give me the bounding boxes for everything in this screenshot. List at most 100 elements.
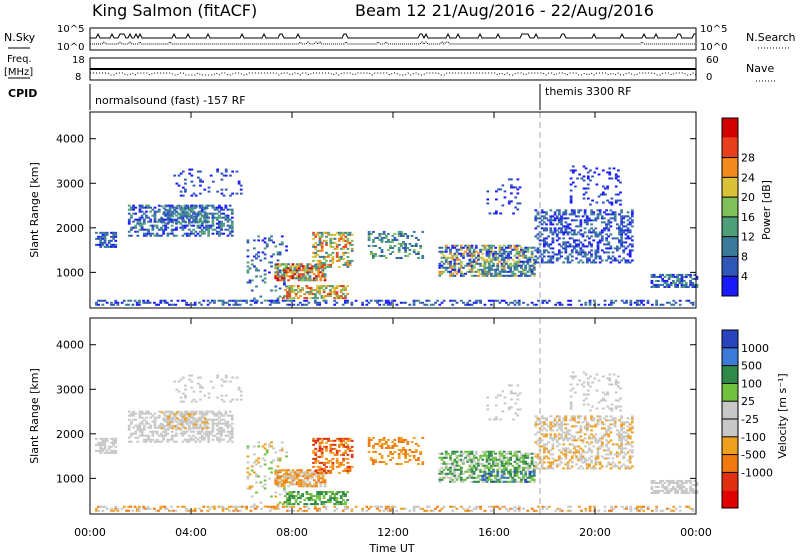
- power-cell: [680, 281, 684, 284]
- velocity-cell: [346, 447, 350, 450]
- power-cell: [612, 167, 616, 170]
- power-cell: [346, 239, 350, 242]
- power-cell: [511, 272, 515, 275]
- power-cell: [245, 301, 249, 304]
- power-cell: [570, 213, 574, 216]
- velocity-cell: [449, 468, 452, 471]
- power-cell: [468, 303, 472, 306]
- velocity-cell: [130, 434, 133, 437]
- noise-traces: [90, 32, 696, 45]
- power-cell: [180, 299, 184, 302]
- velocity-cell: [486, 408, 490, 411]
- power-cell: [125, 303, 128, 306]
- velocity-cell: [132, 426, 135, 429]
- velocity-cell: [307, 493, 311, 496]
- velocity-cell: [326, 501, 330, 504]
- power-cell: [522, 301, 525, 304]
- power-cell: [462, 246, 465, 249]
- power-cell: [291, 269, 295, 272]
- velocity-cell: [321, 469, 325, 472]
- power-cell: [378, 238, 382, 241]
- power-cell: [597, 173, 601, 176]
- power-cell: [489, 250, 493, 253]
- power-cell: [620, 219, 623, 222]
- power-cell: [97, 237, 100, 240]
- power-cell: [536, 217, 540, 220]
- velocity-cell: [181, 392, 185, 395]
- velocity-cell: [323, 473, 327, 476]
- power-cell: [613, 259, 617, 262]
- velocity-cell: [302, 485, 305, 488]
- velocity-cell: [335, 461, 339, 464]
- velocity-cell: [489, 466, 493, 469]
- power-cell: [545, 241, 548, 244]
- power-cell: [236, 303, 240, 306]
- velocity-cell: [320, 467, 324, 470]
- power-cell: [222, 212, 226, 215]
- velocity-cell: [466, 470, 470, 473]
- velocity-cell: [246, 455, 250, 458]
- velocity-cell: [346, 437, 350, 440]
- velocity-cell: [613, 421, 617, 424]
- power-cell: [294, 295, 298, 298]
- velocity-cell: [200, 412, 204, 415]
- power-cell: [678, 281, 682, 284]
- power-cell: [132, 226, 135, 229]
- power-cell: [580, 177, 584, 180]
- power-cell: [320, 241, 324, 244]
- power-cell: [619, 203, 622, 206]
- power-cell: [404, 246, 407, 249]
- power-cell: [317, 269, 320, 272]
- velocity-cell: [329, 451, 333, 454]
- velocity-cell: [147, 422, 150, 425]
- power-cell: [312, 237, 315, 240]
- power-cell: [492, 274, 495, 277]
- power-cell: [622, 241, 626, 244]
- velocity-cell: [598, 445, 602, 448]
- power-cell: [517, 303, 521, 306]
- velocity-cell: [182, 419, 185, 422]
- velocity-cell: [312, 485, 316, 488]
- velocity-cell: [348, 439, 352, 442]
- velocity-cell: [196, 382, 200, 385]
- power-cell: [474, 256, 478, 259]
- power-cell: [386, 301, 390, 304]
- power-cell: [577, 209, 581, 212]
- power-cell: [168, 220, 172, 223]
- power-cell: [510, 192, 513, 195]
- power-cell: [524, 264, 528, 267]
- velocity-cell: [220, 384, 224, 387]
- velocity-cell: [103, 441, 107, 444]
- power-cell: [494, 256, 497, 259]
- power-cell: [180, 217, 183, 220]
- velocity-cell: [485, 454, 489, 457]
- velocity-cell: [164, 430, 168, 433]
- velocity-cell: [372, 436, 375, 439]
- power-cell: [591, 199, 594, 202]
- velocity-cell: [568, 443, 572, 446]
- velocity-cell: [207, 410, 211, 413]
- power-cell: [650, 285, 654, 288]
- velocity-cell: [410, 450, 414, 453]
- power-cell: [246, 255, 250, 258]
- power-cell: [95, 237, 98, 240]
- velocity-cell: [442, 472, 446, 475]
- velocity-cell: [211, 424, 215, 427]
- velocity-cell: [596, 439, 600, 442]
- power-cell: [367, 238, 371, 241]
- velocity-cell: [447, 476, 450, 479]
- velocity-cell: [145, 420, 148, 423]
- power-cell: [451, 246, 455, 249]
- power-cell: [406, 234, 410, 237]
- velocity-cell: [453, 460, 457, 463]
- velocity-cell: [291, 477, 295, 480]
- velocity-cell: [342, 451, 345, 454]
- power-cell: [384, 301, 388, 304]
- power-cell: [153, 218, 157, 221]
- velocity-cell: [157, 424, 161, 427]
- velocity-cell: [507, 464, 510, 467]
- velocity-cell: [583, 461, 587, 464]
- power-cell: [217, 299, 221, 302]
- power-cell: [393, 238, 397, 241]
- power-cell: [597, 303, 601, 306]
